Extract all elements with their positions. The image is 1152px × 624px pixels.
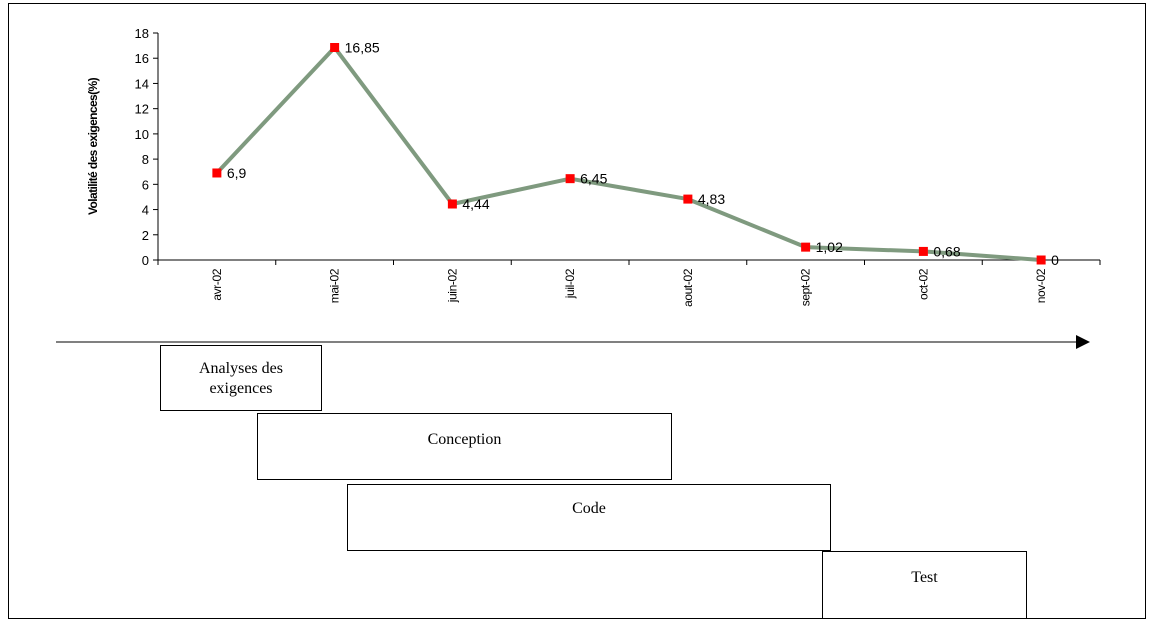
phase-code-label: Code xyxy=(572,500,606,517)
phase-conception-label: Conception xyxy=(427,431,502,448)
x-tick-label: juil-02 xyxy=(563,268,577,299)
chart-axes xyxy=(157,33,1100,261)
y-tick-label: 4 xyxy=(142,203,149,218)
x-tick-label: avr-02 xyxy=(210,268,224,300)
x-tick-label: juin-02 xyxy=(445,268,459,303)
series-line xyxy=(214,45,1044,262)
y-tick-label: 0 xyxy=(142,253,149,268)
data-point-marker xyxy=(212,168,222,178)
y-tick-label: 8 xyxy=(142,152,149,167)
y-tick-label: 6 xyxy=(142,177,149,192)
phase-analyses-label-2: exigences xyxy=(209,380,273,397)
y-tick-label: 10 xyxy=(135,127,149,142)
data-point-label: 4,83 xyxy=(698,191,725,207)
data-point-label: 6,45 xyxy=(580,171,607,187)
y-axis-label: Volatilité des exigences(%) xyxy=(86,77,100,215)
data-point-marker xyxy=(447,199,457,209)
data-point-marker xyxy=(801,242,811,252)
x-tick-label: nov-02 xyxy=(1034,268,1048,303)
data-point-label: 6,9 xyxy=(227,165,247,181)
phase-code: Code xyxy=(347,484,831,551)
data-markers xyxy=(212,43,1046,265)
phase-test-label: Test xyxy=(911,569,938,586)
data-labels: 6,9 16,85 4,44 6,45 4,83 1,02 0,68 0 xyxy=(227,40,1059,268)
phase-conception: Conception xyxy=(257,413,672,480)
x-tick-label: sept-02 xyxy=(799,268,813,306)
x-tick-label: oct-02 xyxy=(916,268,930,300)
data-point-marker xyxy=(330,43,340,53)
y-tick-label: 14 xyxy=(135,76,149,91)
timeline-arrow xyxy=(56,335,1090,349)
data-point-marker xyxy=(565,174,575,184)
y-axis-ticks: 0 2 4 6 8 10 12 14 16 18 xyxy=(135,26,158,268)
data-point-marker xyxy=(1036,255,1046,265)
data-point-label: 4,44 xyxy=(462,196,489,212)
data-point-marker xyxy=(918,246,928,256)
data-point-marker xyxy=(683,194,693,204)
data-point-label: 0 xyxy=(1051,252,1059,268)
y-tick-label: 12 xyxy=(135,102,149,117)
x-tick-label: aout-02 xyxy=(681,268,695,307)
data-point-label: 1,02 xyxy=(816,239,843,255)
y-tick-label: 18 xyxy=(135,26,149,41)
phase-test: Test xyxy=(822,551,1027,619)
y-tick-label: 2 xyxy=(142,228,149,243)
x-tick-label: mai-02 xyxy=(328,268,342,303)
x-axis-ticks: avr-02 mai-02 juin-02 juil-02 aout-02 sept-02… xyxy=(157,260,1101,307)
phase-analyses: Analyses des exigences xyxy=(160,345,322,411)
data-point-label: 16,85 xyxy=(345,40,380,56)
y-tick-label: 16 xyxy=(135,51,149,66)
phase-analyses-label-1: Analyses des xyxy=(199,360,283,377)
series-polyline xyxy=(214,45,1044,262)
data-point-label: 0,68 xyxy=(933,243,960,259)
